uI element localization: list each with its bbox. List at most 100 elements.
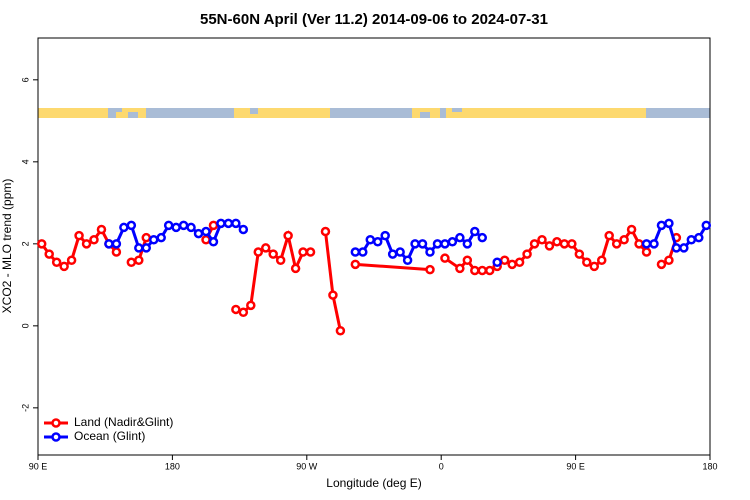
data-point — [470, 265, 480, 276]
data-point — [626, 224, 637, 235]
data-point — [44, 249, 54, 259]
legend-label: Land (Nadir&Glint) — [74, 415, 173, 429]
data-point — [619, 234, 629, 245]
data-point — [171, 222, 181, 233]
data-point — [604, 230, 614, 241]
data-point — [81, 239, 92, 249]
data-point — [596, 255, 607, 265]
data-point — [440, 253, 450, 263]
x-tick-label: 90 W — [296, 461, 318, 471]
data-point — [462, 239, 473, 249]
data-point — [537, 234, 547, 245]
data-point — [641, 239, 652, 249]
data-point — [275, 255, 286, 265]
legend-marker — [51, 418, 61, 428]
x-tick-label: 180 — [165, 461, 180, 471]
data-point — [59, 261, 69, 272]
data-point — [440, 239, 450, 249]
data-point — [477, 232, 488, 243]
data-point — [208, 220, 219, 231]
data-point — [134, 243, 144, 253]
data-point — [223, 218, 234, 229]
data-point — [231, 304, 241, 315]
data-point — [484, 265, 495, 276]
data-point — [283, 230, 293, 241]
data-point — [126, 220, 137, 231]
data-point — [656, 259, 667, 270]
data-point — [141, 243, 152, 253]
data-point — [365, 234, 376, 245]
data-point — [372, 237, 383, 247]
data-point — [462, 255, 473, 265]
data-point — [582, 257, 592, 268]
data-point — [671, 243, 682, 253]
data-point — [253, 247, 264, 257]
data-point — [664, 255, 674, 265]
data-point — [387, 249, 398, 259]
data-point — [350, 259, 361, 270]
x-tick-label: 90 E — [29, 461, 48, 471]
data-point — [574, 249, 585, 259]
y-tick-label: 4 — [20, 159, 30, 164]
data-point — [507, 259, 517, 270]
x-tick-label: 180 — [702, 461, 717, 471]
data-point — [260, 243, 271, 253]
data-point — [148, 234, 159, 245]
data-point — [694, 232, 704, 243]
data-point — [74, 230, 84, 241]
data-point — [298, 247, 308, 257]
y-tick-label: -2 — [20, 404, 30, 412]
data-point — [514, 257, 525, 268]
data-point — [231, 218, 241, 229]
data-point — [552, 237, 562, 247]
data-point — [641, 247, 652, 257]
data-point — [268, 249, 278, 259]
y-tick-label: 6 — [20, 77, 30, 82]
data-point — [492, 257, 502, 268]
data-point — [66, 255, 77, 265]
data-point — [634, 239, 644, 249]
data-point — [208, 237, 219, 247]
data-point — [201, 226, 211, 237]
data-point — [163, 220, 174, 231]
data-point — [156, 232, 166, 243]
data-point — [656, 220, 667, 231]
legend-label: Ocean (Glint) — [74, 429, 145, 443]
data-point — [328, 290, 338, 300]
data-point — [522, 249, 532, 259]
data-point — [470, 226, 480, 237]
data-point — [126, 257, 137, 268]
data-point — [559, 239, 570, 249]
data-point — [701, 220, 712, 231]
data-point — [246, 300, 256, 311]
data-point — [380, 230, 390, 241]
x-tick-label: 90 E — [566, 461, 585, 471]
data-point — [238, 307, 249, 318]
data-point — [51, 257, 62, 268]
data-point — [335, 326, 346, 336]
data-point — [141, 232, 152, 243]
data-point — [111, 239, 122, 249]
data-point — [499, 255, 510, 265]
data-point — [410, 239, 420, 249]
data-point — [178, 220, 189, 231]
data-point — [567, 239, 577, 249]
data-point — [425, 264, 435, 275]
data-point — [447, 237, 458, 247]
data-point — [290, 263, 301, 274]
data-point — [455, 263, 465, 274]
data-point — [305, 247, 316, 257]
y-tick-label: 2 — [20, 241, 30, 246]
x-axis-label: Longitude (deg E) — [326, 476, 421, 490]
data-point — [611, 239, 622, 249]
data-point — [104, 239, 114, 249]
data-point — [96, 224, 107, 235]
map-strip — [38, 108, 710, 118]
data-point — [193, 228, 204, 239]
data-point — [36, 239, 47, 249]
data-point — [89, 234, 99, 245]
chart-title: 55N-60N April (Ver 11.2) 2014-09-06 to 2… — [200, 11, 548, 28]
data-point — [186, 222, 196, 233]
data-point — [686, 234, 697, 245]
